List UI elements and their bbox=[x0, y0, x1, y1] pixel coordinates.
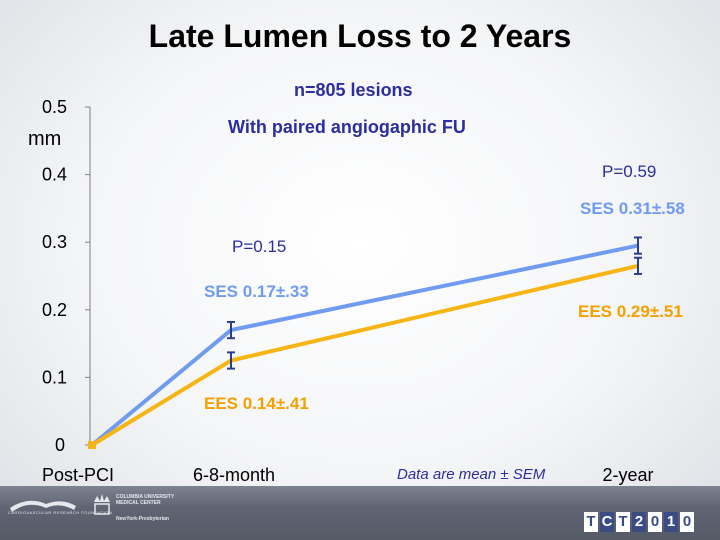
footer-bar: CARDIOVASCULAR RESEARCH FOUNDATION COLUM… bbox=[0, 486, 720, 540]
paired-fu-label: With paired angiogaphic FU bbox=[228, 117, 466, 137]
tct-logo-char: T bbox=[584, 512, 598, 532]
tct-logo-char: 1 bbox=[664, 512, 678, 532]
series-layer bbox=[88, 236, 642, 449]
y-tick-label: 0.1 bbox=[42, 367, 67, 387]
slide-title: Late Lumen Loss to 2 Years bbox=[148, 18, 572, 54]
y-tick-label: 0.5 bbox=[42, 97, 67, 117]
x-tick-label: 6-8-month bbox=[193, 465, 275, 485]
series-line-ses bbox=[90, 243, 639, 447]
y-tick-label: 0 bbox=[55, 435, 65, 455]
ses-6-8-month-label: SES 0.17±.33 bbox=[204, 282, 309, 301]
tct-logo-char: 0 bbox=[648, 512, 662, 532]
ses-2-year-label: SES 0.31±.58 bbox=[580, 199, 685, 218]
tct-logo-char: T bbox=[616, 512, 630, 532]
y-axis-unit: mm bbox=[28, 128, 62, 150]
lesion-count-label: n=805 lesions bbox=[294, 80, 413, 100]
columbia-crown-icon bbox=[94, 494, 110, 515]
tct-logo-char: C bbox=[600, 512, 614, 532]
p-value-6-8-month: P=0.15 bbox=[232, 237, 286, 256]
annotation-layer: P=0.15 P=0.59 SES 0.17±.33 EES 0.14±.41 SES … bbox=[204, 162, 685, 413]
y-tick-label: 0.2 bbox=[42, 300, 67, 320]
x-tick-label: Post-PCI bbox=[42, 465, 114, 485]
tct-logo-char: 0 bbox=[680, 512, 694, 532]
data-point bbox=[88, 441, 96, 449]
crf-text: CARDIOVASCULAR RESEARCH FOUNDATION bbox=[8, 510, 113, 515]
x-tick-label: 2-year bbox=[602, 465, 653, 485]
crf-logo bbox=[10, 500, 76, 512]
series-ees bbox=[88, 256, 642, 449]
y-axis: 0 0.1 0.2 0.3 0.4 0.5 Post-PCI 6-8-month 2-year bbox=[42, 97, 654, 485]
series-ses bbox=[88, 236, 642, 449]
columbia-text: COLUMBIA UNIVERSITY MEDICAL CENTER bbox=[116, 494, 175, 506]
tct-logo-char: 2 bbox=[632, 512, 646, 532]
y-tick-label: 0.3 bbox=[42, 232, 67, 252]
p-value-2-year: P=0.59 bbox=[602, 162, 656, 181]
footnote: Data are mean ± SEM bbox=[397, 466, 546, 483]
y-tick-label: 0.4 bbox=[42, 165, 67, 185]
ees-2-year-label: EES 0.29±.51 bbox=[578, 302, 683, 321]
ees-6-8-month-label: EES 0.14±.41 bbox=[204, 394, 309, 413]
series-line-ees bbox=[90, 263, 639, 447]
nyp-text: NewYork-Presbyterian bbox=[116, 516, 169, 522]
